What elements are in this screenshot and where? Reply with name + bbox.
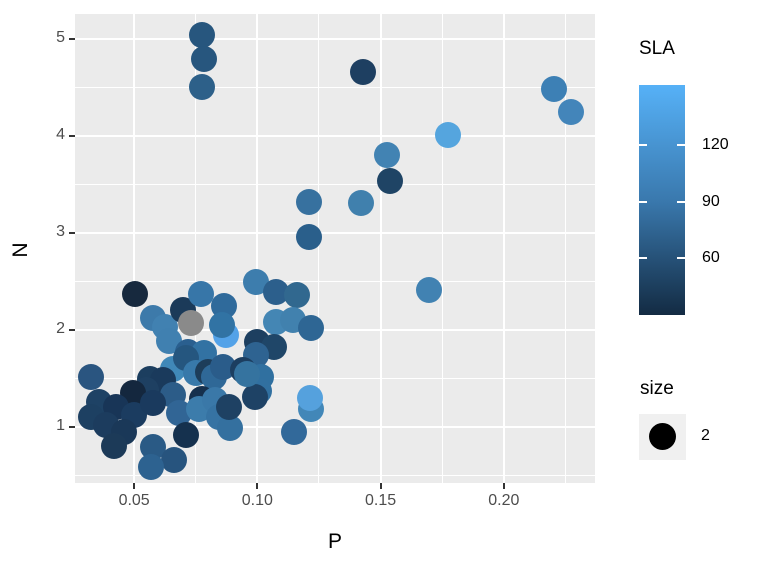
y-axis-tick (69, 425, 75, 428)
y-axis-tick-label: 2 (56, 319, 65, 337)
y-minor-gridline (75, 474, 595, 476)
plot-panel (75, 14, 595, 483)
data-point (233, 361, 260, 388)
size-legend-title: size (640, 378, 674, 399)
y-axis-tick (69, 135, 75, 138)
y-major-gridline (75, 38, 595, 41)
colorbar-tick-label: 120 (702, 136, 729, 153)
data-point (188, 22, 215, 49)
x-major-gridline (133, 14, 136, 483)
y-axis-tick-label: 1 (56, 416, 65, 434)
data-point (295, 223, 322, 250)
colorbar-tick-right (677, 201, 685, 203)
data-point (188, 73, 215, 100)
colorbar-tick-left (639, 144, 647, 146)
data-point (187, 281, 214, 308)
data-point (296, 384, 323, 411)
data-point (137, 453, 164, 480)
data-point (121, 281, 148, 308)
data-point (215, 394, 242, 421)
x-axis-tick-label: 0.15 (365, 492, 397, 509)
size-legend-value: 2 (701, 427, 710, 444)
data-point (416, 277, 443, 304)
color-legend-title: SLA (639, 38, 675, 59)
data-point (295, 188, 322, 215)
x-major-gridline (502, 14, 505, 483)
colorbar-tick-label: 90 (702, 193, 720, 210)
x-axis-tick (133, 483, 136, 489)
x-axis-tick-label: 0.10 (241, 492, 273, 509)
data-point (349, 59, 376, 86)
y-major-gridline (75, 425, 595, 428)
data-point (283, 282, 310, 308)
data-point (374, 142, 401, 169)
data-point (377, 167, 404, 194)
y-major-gridline (75, 231, 595, 234)
x-axis-tick-label: 0.05 (118, 492, 150, 509)
y-major-gridline (75, 135, 595, 138)
x-axis-tick (379, 483, 382, 489)
y-major-gridline (75, 328, 595, 331)
data-point (541, 75, 568, 102)
y-minor-gridline (75, 87, 595, 89)
data-point (297, 314, 324, 341)
y-axis-tick (69, 231, 75, 234)
data-point (77, 364, 104, 391)
x-major-gridline (379, 14, 382, 483)
colorbar-tick-right (677, 144, 685, 146)
size-legend-key (639, 414, 686, 460)
data-point (172, 421, 199, 448)
y-axis-tick-label: 5 (56, 29, 65, 47)
y-axis-title: N (9, 242, 32, 258)
data-point (280, 418, 307, 445)
size-legend-dot-icon (649, 423, 676, 450)
data-point (177, 310, 204, 337)
data-point (435, 122, 462, 149)
colorbar-tick-right (677, 257, 685, 259)
x-minor-gridline (564, 14, 566, 483)
data-point (101, 433, 128, 460)
data-point (208, 312, 235, 339)
colorbar-tick-label: 60 (702, 249, 720, 266)
x-axis-title: P (327, 530, 342, 553)
data-point (139, 389, 166, 416)
data-point (241, 383, 268, 410)
colorbar-tick-left (639, 201, 647, 203)
x-axis-tick (256, 483, 259, 489)
x-minor-gridline (318, 14, 320, 483)
y-axis-tick (69, 328, 75, 331)
data-point (558, 98, 585, 125)
colorbar-tick-left (639, 257, 647, 259)
color-legend-gradient-bar (639, 85, 685, 315)
x-minor-gridline (441, 14, 443, 483)
y-minor-gridline (75, 377, 595, 379)
data-point (347, 189, 374, 216)
x-major-gridline (256, 14, 259, 483)
y-minor-gridline (75, 280, 595, 282)
data-point (160, 446, 187, 473)
y-axis-tick-label: 3 (56, 222, 65, 240)
x-axis-tick-label: 0.20 (488, 492, 520, 509)
y-axis-tick-label: 4 (56, 126, 65, 144)
data-point (190, 45, 217, 72)
y-minor-gridline (75, 184, 595, 186)
x-axis-tick (502, 483, 505, 489)
y-axis-tick (69, 38, 75, 41)
x-minor-gridline (195, 14, 197, 483)
